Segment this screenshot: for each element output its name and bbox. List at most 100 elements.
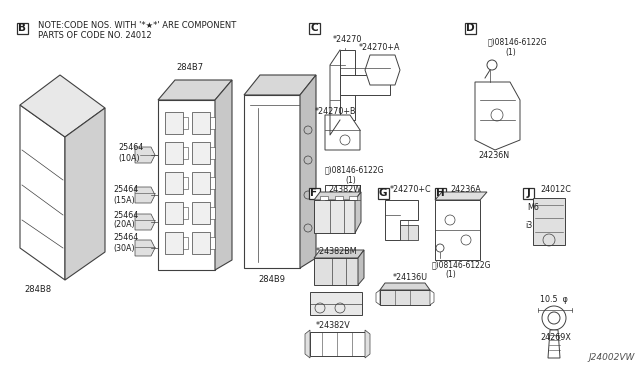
- Text: M6: M6: [527, 203, 539, 212]
- Text: *24270+B: *24270+B: [315, 108, 356, 116]
- Polygon shape: [192, 202, 210, 224]
- Polygon shape: [475, 82, 520, 150]
- Polygon shape: [158, 100, 215, 270]
- Bar: [17, 22, 28, 33]
- Polygon shape: [165, 172, 183, 194]
- Polygon shape: [135, 187, 155, 203]
- Polygon shape: [165, 202, 183, 224]
- Text: 25464: 25464: [113, 186, 138, 195]
- Polygon shape: [158, 80, 232, 100]
- Text: *24136U: *24136U: [393, 273, 428, 282]
- Polygon shape: [183, 237, 188, 249]
- Polygon shape: [340, 75, 390, 95]
- Polygon shape: [135, 240, 155, 256]
- Text: (30A): (30A): [113, 244, 134, 253]
- Bar: [522, 187, 534, 199]
- Text: (20A): (20A): [113, 221, 135, 230]
- Text: C: C: [310, 23, 318, 33]
- Polygon shape: [183, 177, 188, 189]
- Text: Ⓑ)08146-6122G: Ⓑ)08146-6122G: [325, 166, 385, 174]
- Polygon shape: [192, 142, 210, 164]
- Polygon shape: [20, 75, 105, 137]
- Polygon shape: [548, 330, 560, 358]
- Polygon shape: [183, 207, 188, 219]
- Polygon shape: [400, 225, 418, 240]
- Polygon shape: [135, 214, 155, 230]
- Text: (1): (1): [505, 48, 516, 57]
- Polygon shape: [210, 147, 215, 159]
- Polygon shape: [430, 290, 434, 305]
- Text: 24382W: 24382W: [328, 186, 361, 195]
- Polygon shape: [215, 80, 232, 270]
- Polygon shape: [210, 117, 215, 129]
- Text: F: F: [310, 188, 317, 198]
- Polygon shape: [314, 192, 361, 200]
- Polygon shape: [192, 112, 210, 134]
- Polygon shape: [165, 232, 183, 254]
- Text: Ⓑ)08146-6122G: Ⓑ)08146-6122G: [488, 38, 547, 46]
- Polygon shape: [165, 142, 183, 164]
- Polygon shape: [340, 50, 355, 120]
- Polygon shape: [183, 147, 188, 159]
- Text: *24382BM: *24382BM: [316, 247, 358, 257]
- Text: *24382V: *24382V: [316, 321, 351, 330]
- Text: 10.5  φ: 10.5 φ: [540, 295, 568, 305]
- Polygon shape: [380, 290, 430, 305]
- Polygon shape: [325, 185, 360, 215]
- Text: G: G: [379, 188, 387, 198]
- Polygon shape: [20, 105, 65, 280]
- Polygon shape: [325, 115, 360, 150]
- Text: 284B9: 284B9: [259, 276, 285, 285]
- Bar: [378, 187, 388, 199]
- Polygon shape: [355, 192, 361, 233]
- Text: 284B8: 284B8: [24, 285, 52, 295]
- Text: NOTE:CODE NOS. WITH '*★*' ARE COMPONENT: NOTE:CODE NOS. WITH '*★*' ARE COMPONENT: [38, 20, 236, 29]
- Polygon shape: [365, 55, 400, 85]
- Bar: [308, 187, 319, 199]
- Polygon shape: [358, 250, 364, 285]
- Polygon shape: [244, 95, 300, 268]
- Text: 25464: 25464: [113, 234, 138, 243]
- Polygon shape: [435, 192, 487, 200]
- Text: H: H: [436, 188, 444, 198]
- Text: Ⓑ)08146-6122G: Ⓑ)08146-6122G: [432, 260, 492, 269]
- Polygon shape: [135, 147, 155, 163]
- Polygon shape: [314, 250, 364, 258]
- Text: 24236N: 24236N: [478, 151, 509, 160]
- Text: J: J: [526, 188, 530, 198]
- Polygon shape: [210, 237, 215, 249]
- Text: i3: i3: [525, 221, 532, 230]
- Text: B: B: [18, 23, 26, 33]
- Text: 24012C: 24012C: [540, 186, 571, 195]
- Text: (1): (1): [345, 176, 356, 185]
- Polygon shape: [192, 172, 210, 194]
- Bar: [435, 187, 445, 199]
- Polygon shape: [365, 330, 370, 358]
- Bar: [308, 22, 319, 33]
- Polygon shape: [65, 108, 105, 280]
- Text: *24270+C: *24270+C: [390, 186, 431, 195]
- Text: *24270+A: *24270+A: [359, 44, 401, 52]
- Text: D: D: [466, 23, 474, 33]
- Polygon shape: [335, 196, 343, 200]
- Polygon shape: [385, 200, 418, 240]
- Text: (15A): (15A): [113, 196, 135, 205]
- Polygon shape: [244, 75, 316, 95]
- Polygon shape: [305, 330, 310, 358]
- Text: PARTS OF CODE NO. 24012: PARTS OF CODE NO. 24012: [38, 32, 152, 41]
- Polygon shape: [210, 207, 215, 219]
- Polygon shape: [210, 177, 215, 189]
- Text: 24269X: 24269X: [540, 334, 571, 343]
- Text: J24002VW: J24002VW: [589, 353, 635, 362]
- Polygon shape: [533, 198, 565, 245]
- Text: 25464: 25464: [113, 211, 138, 219]
- Polygon shape: [183, 117, 188, 129]
- Polygon shape: [165, 112, 183, 134]
- Polygon shape: [376, 290, 380, 305]
- Text: *24270: *24270: [333, 35, 362, 45]
- Polygon shape: [380, 283, 430, 290]
- Text: 25464: 25464: [118, 144, 143, 153]
- Polygon shape: [320, 196, 328, 200]
- Polygon shape: [314, 200, 355, 233]
- Polygon shape: [314, 258, 358, 285]
